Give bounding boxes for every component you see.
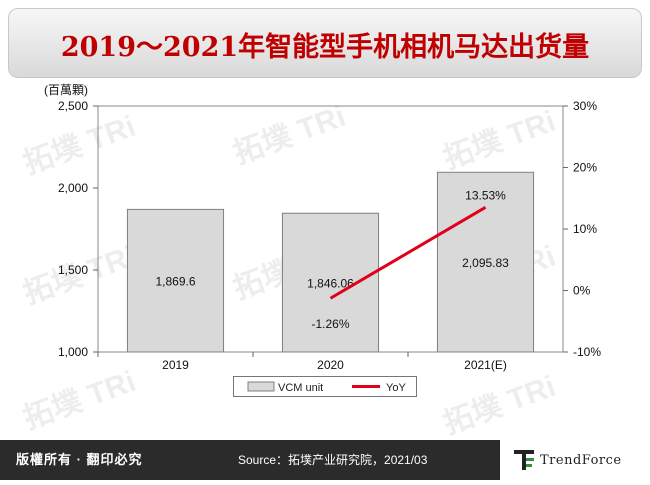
source-text: Source：拓墣产业研究院，2021/03 xyxy=(180,440,500,480)
legend-swatch-bar xyxy=(247,381,275,392)
y2-tick-label: -10% xyxy=(573,345,601,359)
yoy-point-label: -1.26% xyxy=(311,317,349,331)
y-tick-label: 1,000 xyxy=(58,345,88,359)
bar-value-label: 1,869.6 xyxy=(155,275,195,289)
y2-tick-label: 0% xyxy=(573,284,591,298)
y-axis-unit-label: (百萬顆) xyxy=(44,83,88,97)
y-tick-label: 2,500 xyxy=(58,99,88,113)
y2-tick-label: 20% xyxy=(573,161,597,175)
chart-title: 2019～2021年智能型手机相机马达出货量 xyxy=(60,32,590,63)
y-tick-label: 2,000 xyxy=(58,181,88,195)
legend-svg: VCM unit YoY xyxy=(247,381,406,394)
logo-text: TrendForce xyxy=(540,452,622,468)
chart-svg: 1,000 1,500 2,000 2,500 (百萬顆) -10% 0% 10% 20% 30%… xyxy=(44,83,601,372)
bar-2019 xyxy=(126,208,225,353)
bar-value-label: 1,846.06 xyxy=(307,277,354,291)
trendforce-logo-icon xyxy=(514,450,534,470)
yoy-point-label: 13.53% xyxy=(465,188,506,202)
legend-label-bar: VCM unit xyxy=(278,382,323,394)
y2-tick-label: 30% xyxy=(573,99,597,113)
y2-tick-label: 10% xyxy=(573,222,597,236)
legend-label-line: YoY xyxy=(386,382,406,394)
bar-value-label: 2,095.83 xyxy=(462,256,509,270)
title-banner: 2019～2021年智能型手机相机马达出货量 xyxy=(8,8,642,78)
trendforce-logo: TrendForce xyxy=(500,440,650,480)
footer: 版權所有 · 翻印必究 Source：拓墣产业研究院，2021/03 Trend… xyxy=(0,440,650,485)
yoy-line xyxy=(329,205,487,300)
x-tick-label: 2021(E) xyxy=(464,358,507,372)
copyright-text: 版權所有 · 翻印必究 xyxy=(0,440,200,480)
plot-area: 1,000 1,500 2,000 2,500 (百萬顆) -10% 0% 10% 20% 30%… xyxy=(44,83,601,372)
bar-2020 xyxy=(281,212,380,353)
legend: VCM unit YoY xyxy=(233,376,417,397)
x-tick-label: 2020 xyxy=(317,358,344,372)
y-tick-label: 1,500 xyxy=(58,263,88,277)
x-tick-label: 2019 xyxy=(162,358,189,372)
bar-2021(E) xyxy=(436,171,535,353)
